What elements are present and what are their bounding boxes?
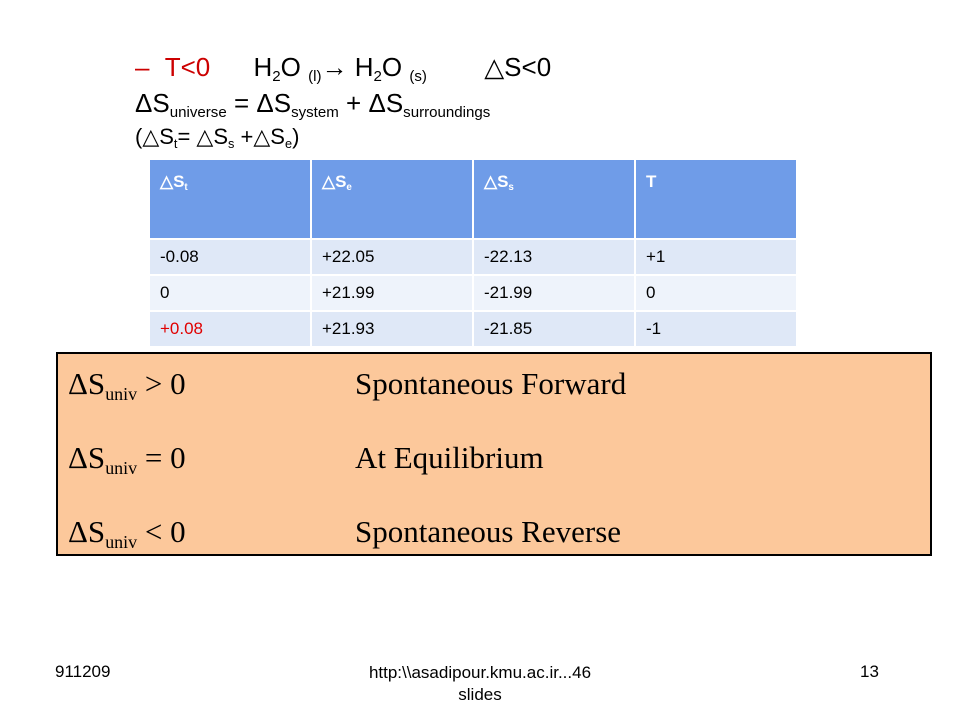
- reaction-line: – T<0 H2O (l)→ H2O (s) △S<0: [135, 52, 552, 85]
- table-row: 0 +21.99 -21.99 0: [148, 274, 798, 312]
- footer-date: 911209: [55, 662, 111, 681]
- reaction-product: H2O (s): [354, 52, 427, 85]
- footer-source-slides: slides: [458, 685, 502, 704]
- temperature-condition: T<0: [164, 52, 211, 82]
- summary-box: ΔSuniv > 0 Spontaneous Forward ΔSuniv = …: [56, 352, 932, 556]
- table-cell: +21.93: [310, 310, 474, 348]
- table-cell: +21.99: [310, 274, 474, 312]
- table-cell: -21.85: [472, 310, 636, 348]
- summary-label: At Equilibrium: [355, 440, 544, 475]
- table-cell: -1: [634, 310, 798, 348]
- summary-row-forward: ΔSuniv > 0 Spontaneous Forward: [68, 366, 627, 404]
- table-row: -0.08 +22.05 -22.13 +1: [148, 238, 798, 276]
- footer-source: http:\\asadipour.kmu.ac.ir...46 slides: [310, 662, 650, 706]
- state-liquid: (l): [308, 67, 322, 85]
- table-header-row: △St △Se △Ss T: [148, 158, 798, 240]
- header-temperature: T: [634, 158, 798, 240]
- table-cell: -21.99: [472, 274, 636, 312]
- slide-number: 13: [860, 662, 879, 681]
- reaction-arrow: →: [321, 52, 355, 82]
- summary-row-reverse: ΔSuniv < 0 Spontaneous Reverse: [68, 514, 622, 552]
- header-delta-ss: △Ss: [472, 158, 636, 240]
- table-cell: 0: [148, 274, 312, 312]
- bullet-dash: –: [135, 52, 150, 82]
- header-delta-se: △Se: [310, 158, 474, 240]
- table-cell: -22.13: [472, 238, 636, 276]
- table-cell: -0.08: [148, 238, 312, 276]
- header-delta-st: △St: [148, 158, 312, 240]
- state-solid: (s): [409, 67, 427, 85]
- entropy-table: △St △Se △Ss T -0.08 +22.05 -22.13 +1 0 +…: [148, 158, 798, 348]
- summary-label: Spontaneous Reverse: [355, 514, 622, 549]
- summary-label: Spontaneous Forward: [355, 366, 627, 401]
- table-cell: 0: [634, 274, 798, 312]
- summary-row-equilibrium: ΔSuniv = 0 At Equilibrium: [68, 440, 544, 478]
- short-equation: (△St= △Ss +△Se): [135, 124, 300, 152]
- reaction-reactant: H2O (l): [253, 52, 322, 85]
- footer-source-url: http:\\asadipour.kmu.ac.ir...46: [368, 663, 592, 682]
- universe-equation: ΔSuniverse = ΔSsystem + ΔSsurroundings: [135, 88, 491, 121]
- table-cell: +22.05: [310, 238, 474, 276]
- table-cell: +1: [634, 238, 798, 276]
- table-cell-highlight: +0.08: [148, 310, 312, 348]
- table-row: +0.08 +21.93 -21.85 -1: [148, 310, 798, 348]
- entropy-sign: △S<0: [484, 52, 552, 82]
